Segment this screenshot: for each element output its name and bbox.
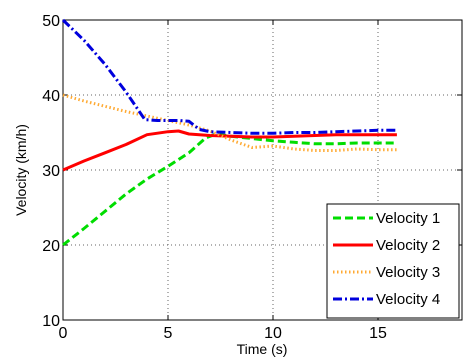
series-line-2	[62, 129, 397, 172]
x-tick-label: 10	[264, 325, 282, 342]
series-line-3	[62, 93, 397, 152]
series-line-4	[61, 18, 397, 135]
y-tick-label: 10	[42, 313, 60, 330]
y-tick-label: 30	[42, 163, 60, 180]
y-ticks: 10 20 30 40 50	[42, 13, 462, 330]
series-lines	[61, 18, 397, 247]
y-tick-label: 50	[42, 13, 60, 30]
legend-box	[326, 203, 460, 319]
x-tick-label: 0	[59, 325, 68, 342]
legend-label-1: Velocity 1	[376, 210, 440, 227]
y-tick-label: 40	[42, 88, 60, 105]
y-tick-label: 20	[42, 238, 60, 255]
legend-label-3: Velocity 3	[376, 264, 440, 281]
x-tick-label: 5	[164, 325, 173, 342]
legend: Velocity 1 Velocity 2 Velocity 3 Velocity 4	[326, 203, 460, 319]
x-axis-label: Time (s)	[237, 341, 288, 357]
x-tick-label: 15	[369, 325, 387, 342]
legend-label-4: Velocity 4	[376, 291, 440, 308]
legend-label-2: Velocity 2	[376, 237, 440, 254]
y-axis-label: Velocity (km/h)	[13, 124, 29, 216]
